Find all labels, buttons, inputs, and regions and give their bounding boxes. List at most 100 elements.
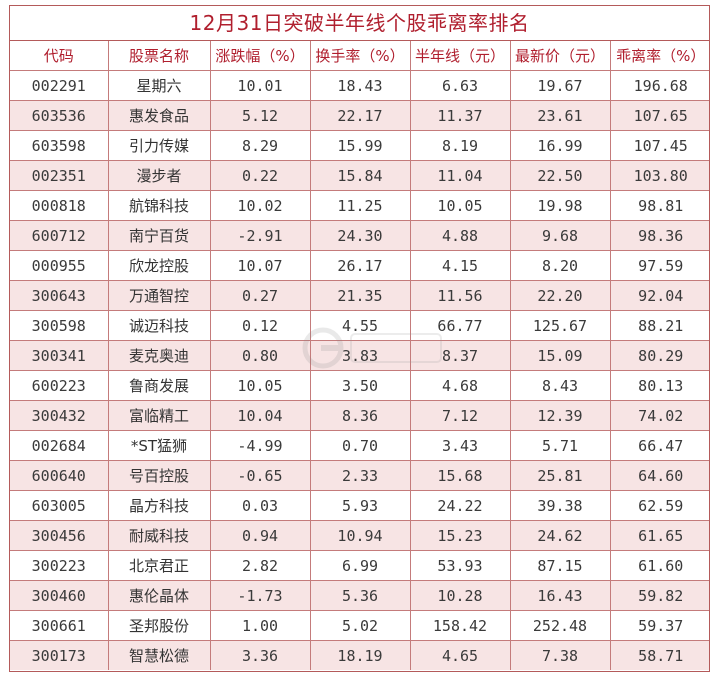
value-cell: 11.04 <box>410 160 511 191</box>
value-cell: -2.91 <box>210 220 311 251</box>
stock-code-cell: 600640 <box>10 460 109 491</box>
table-row: 300661 圣邦股份 1.00 5.02 158.42 252.48 59.37 <box>10 610 709 641</box>
value-cell: 2.33 <box>310 460 411 491</box>
stock-code-cell: 300432 <box>10 400 109 431</box>
value-cell: 80.13 <box>610 370 709 401</box>
table-row: 300456 耐威科技 0.94 10.94 15.23 24.62 61.65 <box>10 520 709 551</box>
value-cell: 0.03 <box>210 490 311 521</box>
stock-code-cell: 300456 <box>10 520 109 551</box>
value-cell: 8.19 <box>410 130 511 161</box>
value-cell: 0.94 <box>210 520 311 551</box>
stock-name-cell: 诚迈科技 <box>108 310 211 341</box>
stock-name-cell: 漫步者 <box>108 160 211 191</box>
stock-code-cell: 300223 <box>10 550 109 581</box>
value-cell: 5.93 <box>310 490 411 521</box>
value-cell: 10.01 <box>210 70 311 101</box>
stock-code-cell: 600223 <box>10 370 109 401</box>
value-cell: 4.88 <box>410 220 511 251</box>
value-cell: 5.71 <box>510 430 611 461</box>
stock-code-cell: 300173 <box>10 640 109 670</box>
table-row: 603005 晶方科技 0.03 5.93 24.22 39.38 62.59 <box>10 490 709 521</box>
value-cell: -0.65 <box>210 460 311 491</box>
table-row: 603598 引力传媒 8.29 15.99 8.19 16.99 107.45 <box>10 130 709 161</box>
value-cell: 0.27 <box>210 280 311 311</box>
stock-code-cell: 603598 <box>10 130 109 161</box>
value-cell: 23.61 <box>510 100 611 131</box>
value-cell: 8.29 <box>210 130 311 161</box>
value-cell: 61.65 <box>610 520 709 551</box>
value-cell: 80.29 <box>610 340 709 371</box>
stock-code-cell: 300661 <box>10 610 109 641</box>
stock-name-cell: 号百控股 <box>108 460 211 491</box>
stock-name-cell: 航锦科技 <box>108 190 211 221</box>
value-cell: 10.07 <box>210 250 311 281</box>
ranking-table: 代码 股票名称 涨跌幅（%） 换手率（%） 半年线（元） 最新价（元） 乖离率（%） 002… <box>10 41 709 670</box>
ranking-table-sheet: 12月31日突破半年线个股乖离率排名 代码 股票名称 涨跌幅（%） 换手率（%） 半年线… <box>9 5 710 672</box>
value-cell: 4.15 <box>410 250 511 281</box>
stock-code-cell: 000818 <box>10 190 109 221</box>
value-cell: 5.02 <box>310 610 411 641</box>
column-header: 乖离率（%） <box>610 41 709 71</box>
value-cell: 16.43 <box>510 580 611 611</box>
value-cell: 25.81 <box>510 460 611 491</box>
table-row: 603536 惠发食品 5.12 22.17 11.37 23.61 107.65 <box>10 100 709 131</box>
value-cell: 0.22 <box>210 160 311 191</box>
value-cell: 24.22 <box>410 490 511 521</box>
value-cell: 10.05 <box>410 190 511 221</box>
value-cell: 4.55 <box>310 310 411 341</box>
table-row: 300432 富临精工 10.04 8.36 7.12 12.39 74.02 <box>10 400 709 431</box>
value-cell: 8.36 <box>310 400 411 431</box>
value-cell: 10.05 <box>210 370 311 401</box>
value-cell: 15.23 <box>410 520 511 551</box>
value-cell: 88.21 <box>610 310 709 341</box>
value-cell: 107.45 <box>610 130 709 161</box>
value-cell: 53.93 <box>410 550 511 581</box>
stock-name-cell: 欣龙控股 <box>108 250 211 281</box>
value-cell: 5.36 <box>310 580 411 611</box>
value-cell: 22.17 <box>310 100 411 131</box>
value-cell: 18.43 <box>310 70 411 101</box>
value-cell: 107.65 <box>610 100 709 131</box>
header-row: 代码 股票名称 涨跌幅（%） 换手率（%） 半年线（元） 最新价（元） 乖离率（%） <box>10 41 709 71</box>
value-cell: 15.84 <box>310 160 411 191</box>
stock-name-cell: 惠发食品 <box>108 100 211 131</box>
value-cell: 11.25 <box>310 190 411 221</box>
value-cell: 66.47 <box>610 430 709 461</box>
stock-code-cell: 300598 <box>10 310 109 341</box>
table-row: 600712 南宁百货 -2.91 24.30 4.88 9.68 98.36 <box>10 220 709 251</box>
stock-name-cell: 星期六 <box>108 70 211 101</box>
value-cell: 24.62 <box>510 520 611 551</box>
value-cell: 18.19 <box>310 640 411 670</box>
stock-code-cell: 603536 <box>10 100 109 131</box>
value-cell: 3.83 <box>310 340 411 371</box>
stock-code-cell: 300643 <box>10 280 109 311</box>
value-cell: 15.99 <box>310 130 411 161</box>
stock-name-cell: 鲁商发展 <box>108 370 211 401</box>
column-header: 换手率（%） <box>310 41 411 71</box>
table-row: 300173 智慧松德 3.36 18.19 4.65 7.38 58.71 <box>10 640 709 670</box>
value-cell: 59.82 <box>610 580 709 611</box>
stock-code-cell: 000955 <box>10 250 109 281</box>
stock-name-cell: 富临精工 <box>108 400 211 431</box>
value-cell: 11.56 <box>410 280 511 311</box>
value-cell: 15.68 <box>410 460 511 491</box>
value-cell: 3.36 <box>210 640 311 670</box>
value-cell: 10.02 <box>210 190 311 221</box>
value-cell: 8.20 <box>510 250 611 281</box>
value-cell: 6.99 <box>310 550 411 581</box>
table-row: 002291 星期六 10.01 18.43 6.63 19.67 196.68 <box>10 70 709 101</box>
stock-code-cell: 300460 <box>10 580 109 611</box>
column-header: 股票名称 <box>108 41 211 71</box>
stock-name-cell: 智慧松德 <box>108 640 211 670</box>
value-cell: 62.59 <box>610 490 709 521</box>
value-cell: 7.12 <box>410 400 511 431</box>
value-cell: 10.94 <box>310 520 411 551</box>
column-header: 代码 <box>10 41 109 71</box>
value-cell: 15.09 <box>510 340 611 371</box>
value-cell: 6.63 <box>410 70 511 101</box>
value-cell: 0.12 <box>210 310 311 341</box>
value-cell: 0.70 <box>310 430 411 461</box>
value-cell: 10.04 <box>210 400 311 431</box>
value-cell: 1.00 <box>210 610 311 641</box>
stock-code-cell: 002351 <box>10 160 109 191</box>
